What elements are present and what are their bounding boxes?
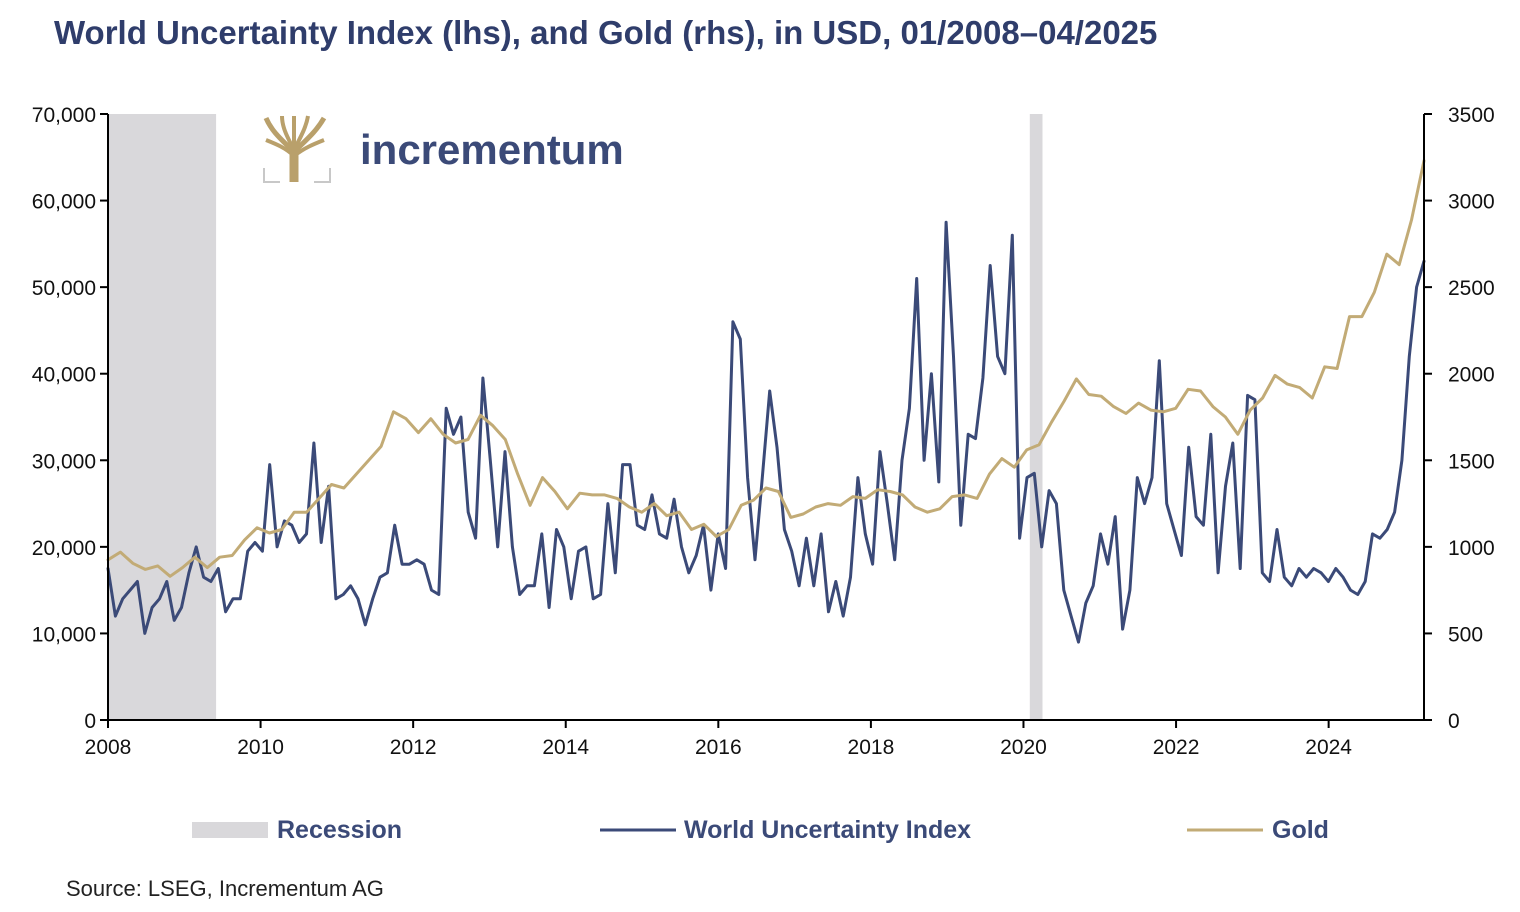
left-tick-label: 20,000 xyxy=(32,537,96,560)
source-note: Source: LSEG, Incrementum AG xyxy=(66,876,384,901)
left-tick-label: 10,000 xyxy=(32,623,96,646)
recession-band-1 xyxy=(1029,114,1043,720)
x-tick-label: 2016 xyxy=(695,736,742,759)
right-tick-label: 2000 xyxy=(1448,364,1495,387)
x-tick-label: 2012 xyxy=(390,736,437,759)
legend-label-gold: Gold xyxy=(1272,816,1329,844)
recession-band-0 xyxy=(108,114,217,720)
legend: Recession World Uncertainty Index Gold xyxy=(192,816,1329,844)
left-tick-label: 70,000 xyxy=(32,104,96,127)
x-tick-label: 2022 xyxy=(1153,736,1200,759)
left-tick-label: 40,000 xyxy=(32,364,96,387)
tree-icon xyxy=(263,115,331,183)
logo-wordmark: incrementum xyxy=(360,126,624,173)
series-lines xyxy=(106,159,1426,644)
wui-series-line xyxy=(106,220,1426,644)
chart-title: World Uncertainty Index (lhs), and Gold … xyxy=(54,14,1158,51)
right-tick-label: 0 xyxy=(1448,710,1460,733)
gold-series-line xyxy=(106,159,1426,578)
legend-label-recession: Recession xyxy=(277,816,402,844)
right-tick-label: 2500 xyxy=(1448,277,1495,300)
right-tick-label: 3000 xyxy=(1448,191,1495,214)
legend-label-wui: World Uncertainty Index xyxy=(684,816,971,844)
axes: 0 10,000 20,000 30,000 40,000 50,000 60,000 70,… xyxy=(32,104,1495,759)
left-tick-label: 30,000 xyxy=(32,450,96,473)
right-tick-label: 1500 xyxy=(1448,450,1495,473)
left-tick-label: 0 xyxy=(84,710,96,733)
x-tick-label: 2008 xyxy=(85,736,132,759)
right-tick-label: 1000 xyxy=(1448,537,1495,560)
x-tick-label: 2024 xyxy=(1305,736,1352,759)
incrementum-logo: incrementum xyxy=(263,115,624,183)
legend-swatch-recession xyxy=(192,822,268,838)
left-tick-label: 50,000 xyxy=(32,277,96,300)
right-tick-label: 3500 xyxy=(1448,104,1495,127)
x-tick-label: 2020 xyxy=(1000,736,1047,759)
x-tick-label: 2014 xyxy=(542,736,589,759)
recession-bands xyxy=(108,114,1043,720)
left-tick-label: 60,000 xyxy=(32,191,96,214)
x-tick-label: 2018 xyxy=(848,736,895,759)
x-tick-label: 2010 xyxy=(237,736,284,759)
right-tick-label: 500 xyxy=(1448,623,1483,646)
